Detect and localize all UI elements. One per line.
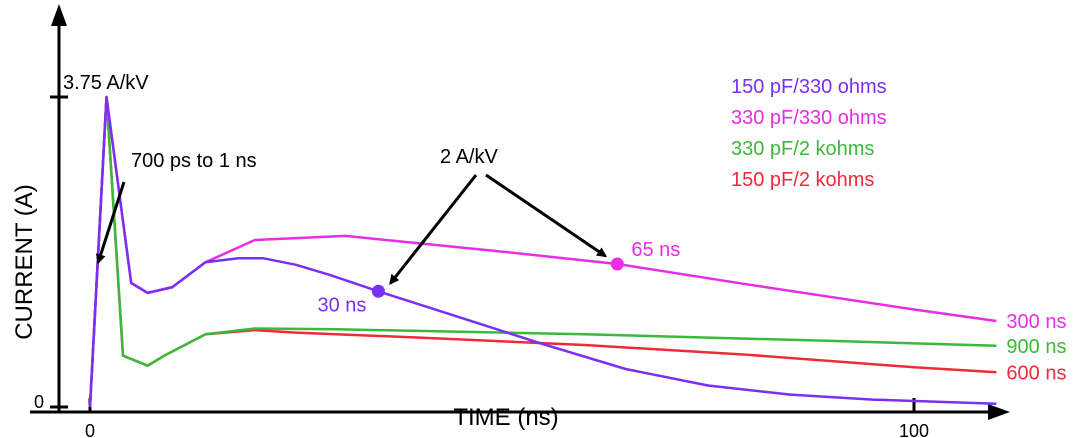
series-line-3 bbox=[88, 95, 997, 408]
annotation-rise-time: 700 ps to 1 ns bbox=[131, 150, 257, 172]
marker-dot-0 bbox=[371, 284, 385, 298]
x-tick-label-0: 0 bbox=[85, 421, 95, 438]
legend-entry-1: 330 pF/330 ohms bbox=[731, 107, 887, 129]
series-end-label-0: 600 ns bbox=[1006, 362, 1066, 384]
y-tick-label-0: 0 bbox=[34, 392, 44, 412]
x-tick-label-1: 100 bbox=[899, 421, 929, 438]
x-axis-arrow bbox=[988, 404, 1010, 420]
marker-dot-1 bbox=[610, 257, 624, 271]
annotation-peak-current: 2 A/kV bbox=[440, 146, 498, 168]
marker-label-1: 65 ns bbox=[631, 239, 680, 261]
y-axis-label: CURRENT (A) bbox=[11, 184, 38, 340]
annotation-rise-time-arrow bbox=[95, 181, 126, 265]
series-end-label-1: 900 ns bbox=[1006, 336, 1066, 358]
y-tick-label-1: 3.75 A/kV bbox=[63, 72, 149, 94]
y-axis-arrow bbox=[51, 4, 67, 26]
legend-entry-2: 330 pF/2 kohms bbox=[731, 138, 874, 160]
legend: 150 pF/330 ohms 330 pF/330 ohms 330 pF/2 k… bbox=[731, 76, 887, 191]
series-end-label-2: 300 ns bbox=[1006, 311, 1066, 333]
x-axis-label: TIME (ns) bbox=[453, 404, 558, 431]
annotation-arrow-b bbox=[485, 173, 608, 258]
annotation-arrow-a bbox=[389, 174, 478, 285]
series-line-1 bbox=[88, 95, 997, 408]
marker-label-0: 30 ns bbox=[317, 294, 366, 316]
axes bbox=[30, 4, 1010, 420]
legend-entry-0: 150 pF/330 ohms bbox=[731, 76, 887, 98]
legend-entry-3: 150 pF/2 kohms bbox=[731, 169, 874, 191]
